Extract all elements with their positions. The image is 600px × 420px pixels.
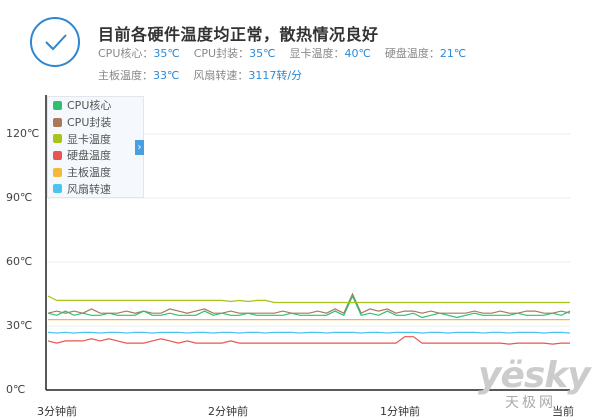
legend-label: 风扇转速 xyxy=(67,182,111,196)
status-title: 目前各硬件温度均正常，散热情况良好 xyxy=(98,25,379,44)
reading-value: 35℃ xyxy=(249,47,276,60)
legend-label: 主板温度 xyxy=(67,166,111,180)
reading-label: 显卡温度： xyxy=(289,47,345,60)
reading-value: 33℃ xyxy=(153,69,180,82)
series-line-2 xyxy=(47,295,570,304)
x-tick-label: 2分钟前 xyxy=(208,405,248,418)
legend-swatch xyxy=(53,100,62,110)
reading-label: 硬盘温度： xyxy=(384,47,440,60)
legend-item[interactable]: 显卡温度 xyxy=(48,130,143,147)
y-tick-label: 30℃ xyxy=(6,319,33,332)
reading-value: 40℃ xyxy=(344,47,371,60)
y-tick-label: 60℃ xyxy=(6,255,33,268)
series-line-3 xyxy=(47,336,570,345)
reading-value: 35℃ xyxy=(153,47,180,60)
y-tick-label: 120℃ xyxy=(6,127,40,140)
reading-value: 3117转/分 xyxy=(248,69,303,82)
legend-item[interactable]: CPU封装 xyxy=(48,114,143,131)
reading-label: CPU封装： xyxy=(193,47,250,60)
readings-line-2: 主板温度：33℃ 风扇转速：3117转/分 xyxy=(98,67,316,83)
x-tick-label: 当前 xyxy=(552,405,574,418)
legend-swatch xyxy=(53,134,62,144)
readings-line-1: CPU核心：35℃ CPU封装：35℃ 显卡温度：40℃ 硬盘温度：21℃ xyxy=(98,45,480,61)
reading-label: 主板温度： xyxy=(98,69,153,82)
x-tick-label: 1分钟前 xyxy=(380,405,420,418)
legend-item[interactable]: 风扇转速 xyxy=(48,180,143,197)
y-tick-label: 0℃ xyxy=(6,383,26,396)
legend-swatch xyxy=(53,117,62,127)
series-line-5 xyxy=(47,331,571,334)
x-tick-label: 3分钟前 xyxy=(37,405,77,418)
legend-item[interactable]: 主板温度 xyxy=(48,164,143,181)
legend-swatch xyxy=(53,167,62,177)
series-line-0 xyxy=(47,294,571,319)
chart-legend: CPU核心 CPU封装显卡温度硬盘温度主板温度风扇转速 xyxy=(47,96,144,198)
check-circle-icon xyxy=(30,17,80,67)
series-line-1 xyxy=(47,292,571,315)
legend-swatch xyxy=(53,184,62,194)
reading-label: 风扇转速： xyxy=(193,69,249,82)
yesky-watermark-sub: 天极网 xyxy=(505,395,556,411)
legend-label: CPU核心 xyxy=(67,99,112,113)
legend-item[interactable]: CPU核心 xyxy=(48,97,143,114)
y-tick-label: 90℃ xyxy=(6,191,33,204)
reading-value: 21℃ xyxy=(439,47,467,60)
legend-item[interactable]: 硬盘温度 xyxy=(48,147,143,164)
legend-label: CPU封装 xyxy=(67,116,112,130)
yesky-watermark-logo: yësky xyxy=(478,355,591,396)
legend-swatch xyxy=(53,150,62,160)
chevron-right-icon[interactable]: › xyxy=(135,140,144,155)
legend-label: 硬盘温度 xyxy=(67,149,111,163)
reading-label: CPU核心： xyxy=(98,47,154,60)
legend-label: 显卡温度 xyxy=(67,132,111,146)
